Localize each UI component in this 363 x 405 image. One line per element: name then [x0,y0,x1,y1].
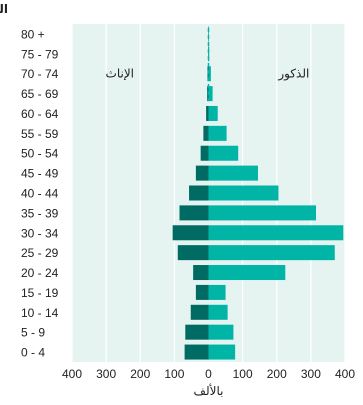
age-tick-label: 55 - 59 [21,127,59,141]
age-tick-label: 65 - 69 [21,87,59,101]
age-tick-label: 60 - 64 [21,107,59,121]
x-tick-label: 200 [130,367,150,381]
x-tick-label: 0 [205,367,212,381]
male-bar [208,46,210,62]
x-tick-label: 400 [62,367,82,381]
age-tick-label: 5 - 9 [21,326,45,340]
female-bar [203,125,209,141]
age-tick-label: 40 - 44 [21,187,59,201]
male-bar [208,105,218,121]
male-bar [208,66,211,82]
female-bar [179,205,209,221]
age-tick-label: 45 - 49 [21,167,59,181]
male-bar [208,304,228,320]
age-tick-label: 15 - 19 [21,286,59,300]
legend-male-label: الذكور [277,67,309,82]
male-bar [208,125,227,141]
age-tick-label: 30 - 34 [21,226,59,240]
male-bar [208,185,279,201]
age-tick-label: 10 - 14 [21,306,59,320]
x-tick-label: 100 [164,367,184,381]
x-tick-label: 300 [96,367,116,381]
age-tick-label: 75 - 79 [21,47,59,61]
male-bar [208,324,234,340]
female-bar [195,165,209,181]
x-tick-labels: 400 300 200 100 0 100 200 300 400 [62,367,355,381]
male-bar [208,265,286,281]
male-bar [208,86,213,102]
female-bar [195,284,209,300]
age-tick-labels: 0 - 4 5 - 9 10 - 14 15 - 19 20 - 24 25 - 29 30… [21,27,59,359]
x-tick-label: 300 [301,367,321,381]
age-tick-label: 20 - 24 [21,266,59,280]
x-tick-label: 200 [267,367,287,381]
male-bar [208,145,239,161]
male-bar [208,225,344,241]
male-bar [208,205,316,221]
male-bar [208,165,258,181]
x-axis-label: بالألف [194,383,224,398]
age-tick-label: 0 - 4 [21,346,45,360]
x-tick-label: 400 [335,367,355,381]
female-bar [206,105,209,121]
female-bar [189,185,209,201]
age-tick-label: 25 - 29 [21,246,59,260]
y-axis-label: العمر [0,2,8,16]
male-bar [208,284,226,300]
legend-female-label: الإناث [106,67,134,81]
age-tick-label: 50 - 54 [21,147,59,161]
male-bar [208,344,236,360]
female-bar [177,245,209,261]
female-bar [184,344,209,360]
female-bar [200,145,209,161]
female-bar [193,265,209,281]
male-bar [208,245,335,261]
female-bar [190,304,209,320]
age-tick-label: 80 + [21,27,45,41]
age-tick-label: 70 - 74 [21,67,59,81]
female-bar [185,324,209,340]
female-bar [172,225,209,241]
bars [172,26,344,360]
x-tick-label: 100 [233,367,253,381]
age-tick-label: 35 - 39 [21,206,59,220]
